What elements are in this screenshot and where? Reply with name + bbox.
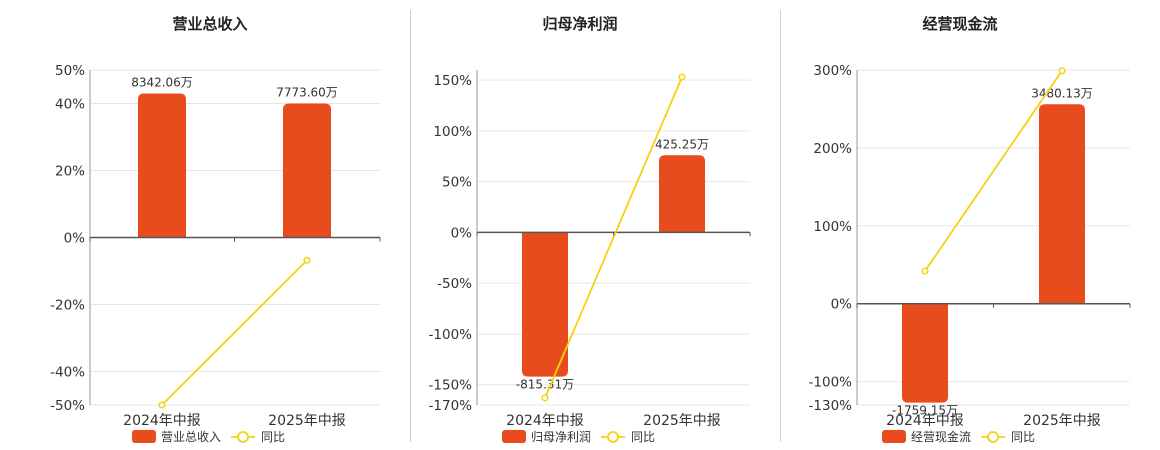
legend-bar-label: 营业总收入 [161, 430, 221, 444]
legend-bar-label: 经营现金流 [911, 429, 971, 444]
bar [522, 232, 568, 377]
y-tick-label: 150% [433, 73, 472, 89]
bar [138, 93, 186, 238]
legend-line-marker [987, 431, 999, 443]
x-tick-label: 2024年中报 [506, 413, 584, 429]
y-tick-label: 0% [64, 231, 86, 247]
panel-divider [780, 10, 781, 442]
y-tick-label: -50% [50, 398, 85, 414]
legend-yoy-label: 同比 [631, 430, 655, 444]
panel-divider [410, 10, 411, 442]
bar [283, 103, 331, 238]
yoy-point [303, 256, 311, 264]
data-label: 8342.06万 [131, 75, 193, 89]
y-tick-label: 200% [813, 141, 852, 157]
data-label: 425.25万 [655, 137, 709, 151]
x-tick-label: 2024年中报 [123, 413, 201, 429]
y-tick-label: -150% [429, 378, 473, 394]
y-tick-label: -170% [429, 398, 473, 414]
legend-line-marker [237, 431, 249, 443]
legend-bar-label: 归母净利润 [531, 430, 591, 444]
x-tick-label: 2025年中报 [643, 413, 721, 429]
data-label: 7773.60万 [276, 86, 338, 100]
data-label: -1759.15万 [892, 404, 958, 418]
y-tick-label: -100% [429, 327, 473, 343]
chart-title: 经营现金流 [922, 15, 997, 33]
legend-bar-swatch [882, 430, 906, 443]
data-label: -815.31万 [516, 378, 574, 392]
y-tick-label: -130% [809, 398, 853, 414]
legend-bar-swatch [132, 430, 156, 443]
x-tick-label: 2025年中报 [1023, 413, 1101, 429]
yoy-line [161, 259, 308, 406]
yoy-point [158, 401, 166, 409]
y-tick-label: 100% [813, 219, 852, 235]
y-tick-label: -50% [437, 276, 472, 292]
yoy-line [924, 70, 1063, 272]
y-tick-label: 0% [831, 297, 853, 313]
x-tick-label: 2025年中报 [268, 413, 346, 429]
bar [1039, 104, 1085, 304]
yoy-point [541, 394, 549, 402]
yoy-point [678, 73, 686, 81]
y-tick-label: 50% [442, 175, 472, 191]
chart-title: 归母净利润 [542, 15, 617, 33]
y-tick-label: -40% [50, 365, 85, 381]
yoy-line [544, 76, 683, 399]
y-tick-label: 0% [451, 225, 473, 241]
yoy-point [921, 267, 929, 275]
y-tick-label: -20% [50, 298, 85, 314]
yoy-point [1058, 67, 1066, 75]
bar [902, 303, 948, 403]
chart-title: 营业总收入 [172, 15, 247, 33]
y-tick-label: 300% [813, 63, 852, 79]
y-tick-label: 20% [55, 164, 85, 180]
y-tick-label: 50% [55, 63, 85, 79]
x-tick-label: 2024年中报 [886, 413, 964, 429]
legend-bar-swatch [502, 430, 526, 443]
y-tick-label: -100% [809, 375, 853, 391]
legend-yoy-label: 同比 [261, 430, 285, 444]
y-tick-label: 40% [55, 97, 85, 113]
legend-yoy-label: 同比 [1011, 430, 1035, 444]
legend-line-marker [607, 431, 619, 443]
data-label: 3480.13万 [1031, 86, 1093, 100]
y-tick-label: 100% [433, 124, 472, 140]
bar [659, 155, 705, 233]
